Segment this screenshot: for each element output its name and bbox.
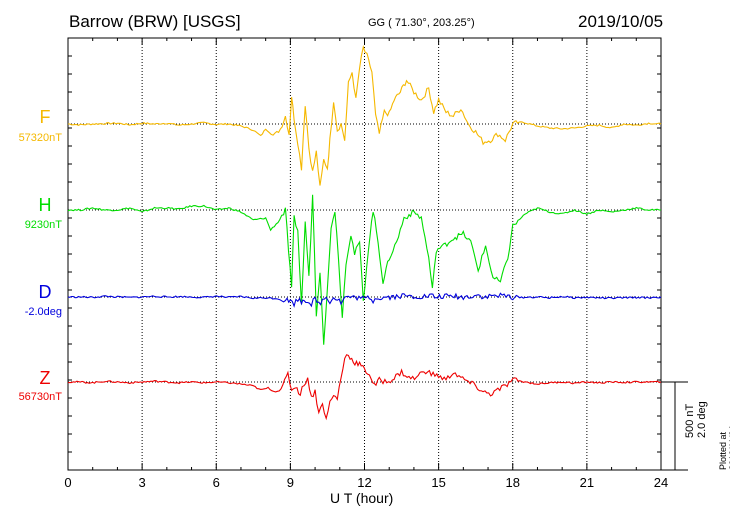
x-tick-label: 18 — [506, 475, 520, 490]
x-tick-label: 0 — [64, 475, 71, 490]
plotted-timestamp: Plotted at 2019/11/04 01:36 UT — [718, 425, 730, 470]
x-tick-label: 6 — [213, 475, 220, 490]
date-label: 2019/10/05 — [578, 12, 664, 31]
x-tick-label: 3 — [139, 475, 146, 490]
series-baseline-f: 57320nT — [18, 132, 62, 144]
series-line-z — [67, 354, 662, 421]
x-tick-label: 24 — [654, 475, 668, 490]
series-line-d — [67, 292, 662, 308]
x-tick-label: 15 — [431, 475, 445, 490]
series-letter-f: F — [39, 107, 51, 127]
x-axis-label: U T (hour) — [330, 490, 394, 506]
series-line-f — [68, 44, 662, 186]
series-baseline-z: 56730nT — [18, 391, 62, 403]
scale-bar-line: 500 nT — [684, 403, 696, 438]
series-line-h — [67, 194, 661, 345]
x-tick-label: 21 — [580, 475, 594, 490]
series-letter-h: H — [38, 195, 52, 215]
x-tick-label: 12 — [357, 475, 371, 490]
series-baseline-d: -2.0deg — [24, 306, 62, 318]
scale-bar-label: 500 nT 2.0 deg — [684, 401, 708, 438]
series-letter-z: Z — [39, 368, 51, 388]
series-letter-d: D — [38, 282, 52, 302]
station-coords: GG ( 71.30°, 203.25°) — [368, 17, 475, 29]
series-baseline-h: 9230nT — [24, 219, 62, 231]
scale-bar-line: 2.0 deg — [696, 401, 708, 438]
x-tick-label: 9 — [287, 475, 294, 490]
station-title: Barrow (BRW) [USGS] — [69, 12, 241, 31]
